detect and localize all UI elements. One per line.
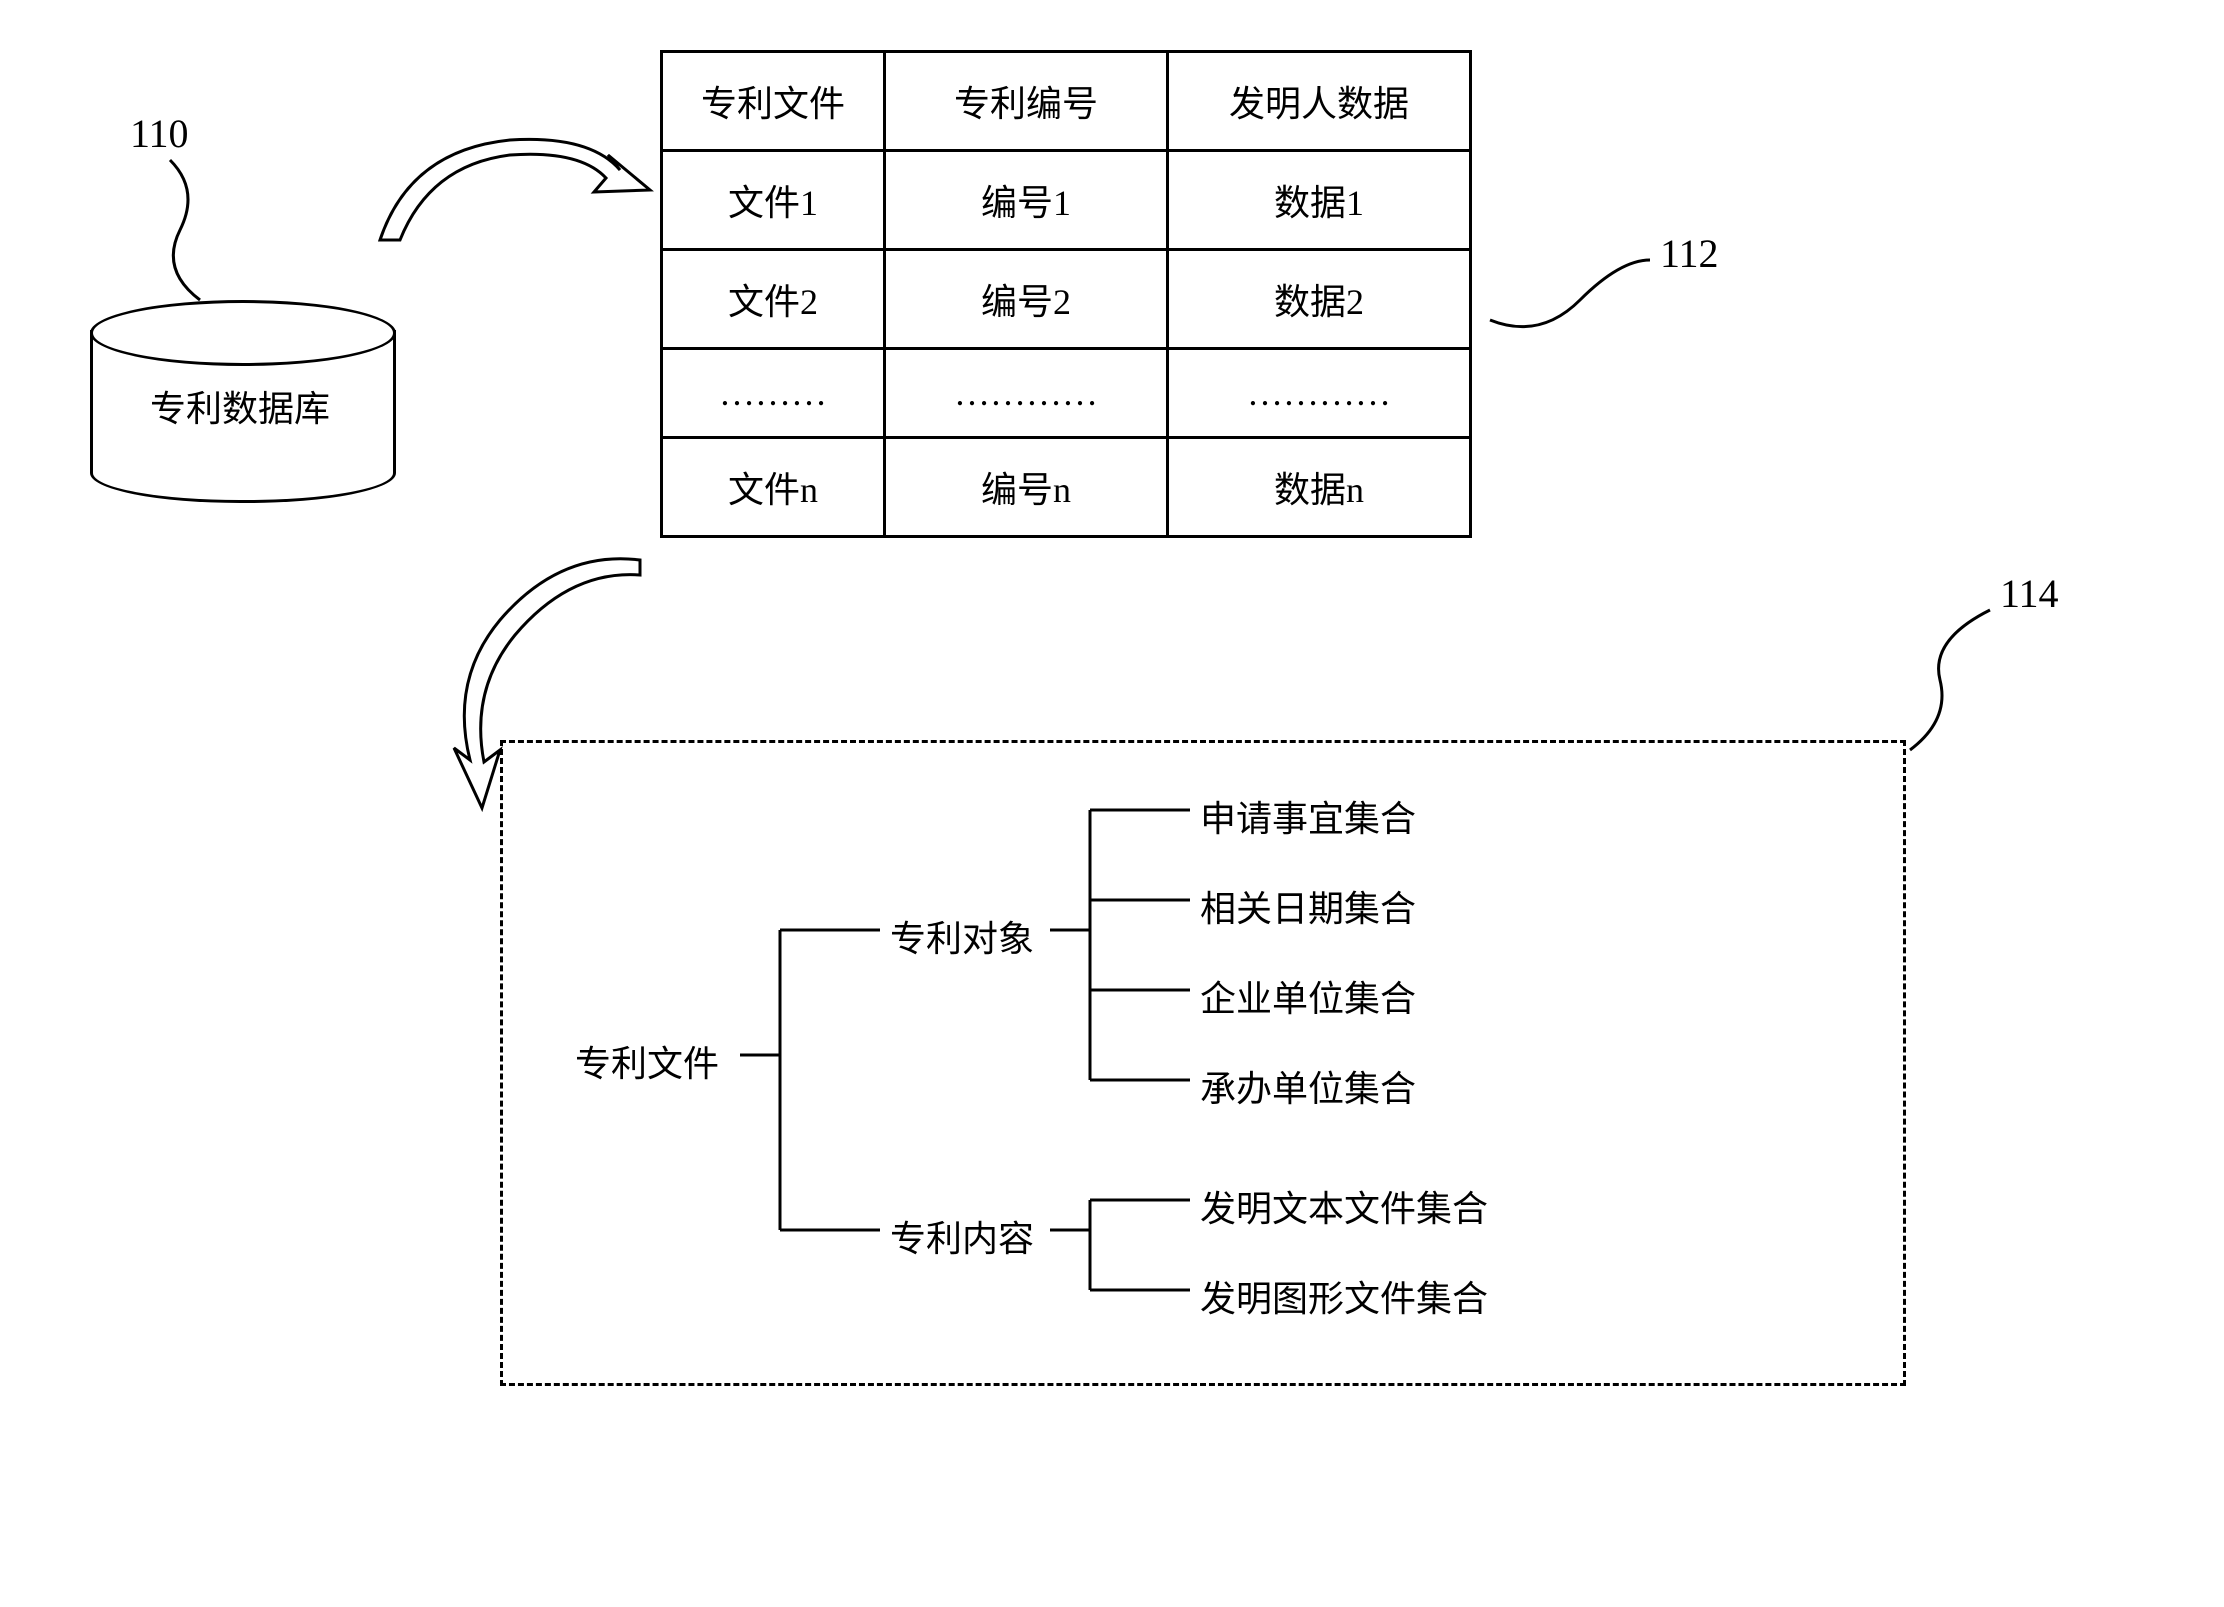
table-header-cell: 发明人数据 (1168, 52, 1471, 151)
ref-110-label: 110 (130, 110, 189, 157)
table-cell: 编号n (885, 438, 1168, 537)
table-header-cell: 专利编号 (885, 52, 1168, 151)
table-cell: 数据1 (1168, 151, 1471, 250)
tree-leaf: 相关日期集合 (1200, 880, 1416, 932)
table-row: 文件n 编号n 数据n (662, 438, 1471, 537)
tree-leaf: 发明文本文件集合 (1200, 1180, 1488, 1232)
table-cell: ………… (885, 349, 1168, 438)
table-cell: 编号2 (885, 250, 1168, 349)
patent-table: 专利文件 专利编号 发明人数据 文件1 编号1 数据1 文件2 编号2 数据2 … (660, 50, 1472, 538)
table-row: ……… ………… ………… (662, 349, 1471, 438)
table-cell: ………… (1168, 349, 1471, 438)
table-cell: 编号1 (885, 151, 1168, 250)
tree-leaf: 企业单位集合 (1200, 970, 1416, 1022)
table-cell: 文件2 (662, 250, 885, 349)
diagram: 110 专利数据库 专利文件 专利编号 发明人数据 文件1 编号1 数据1 文件… (40, 40, 2184, 1567)
table-row: 文件1 编号1 数据1 (662, 151, 1471, 250)
ref-112-label: 112 (1660, 230, 1719, 277)
table-cell: 数据n (1168, 438, 1471, 537)
table-cell: ……… (662, 349, 885, 438)
ref-114-label: 114 (2000, 570, 2059, 617)
tree-leaf: 承办单位集合 (1200, 1060, 1416, 1112)
table-cell: 数据2 (1168, 250, 1471, 349)
table-header-cell: 专利文件 (662, 52, 885, 151)
tree-root: 专利文件 (575, 1035, 719, 1087)
tree-node: 专利对象 (890, 910, 1034, 962)
squiggle-112 (1480, 240, 1680, 360)
table-header-row: 专利文件 专利编号 发明人数据 (662, 52, 1471, 151)
tree-leaf: 申请事宜集合 (1200, 790, 1416, 842)
database-label: 专利数据库 (90, 380, 390, 432)
database-cylinder: 专利数据库 (90, 300, 390, 480)
arrow-db-to-table (350, 110, 700, 310)
table-row: 文件2 编号2 数据2 (662, 250, 1471, 349)
table-cell: 文件1 (662, 151, 885, 250)
squiggle-114 (1900, 600, 2060, 780)
tree-node: 专利内容 (890, 1210, 1034, 1262)
tree-leaf: 发明图形文件集合 (1200, 1270, 1488, 1322)
table-cell: 文件n (662, 438, 885, 537)
